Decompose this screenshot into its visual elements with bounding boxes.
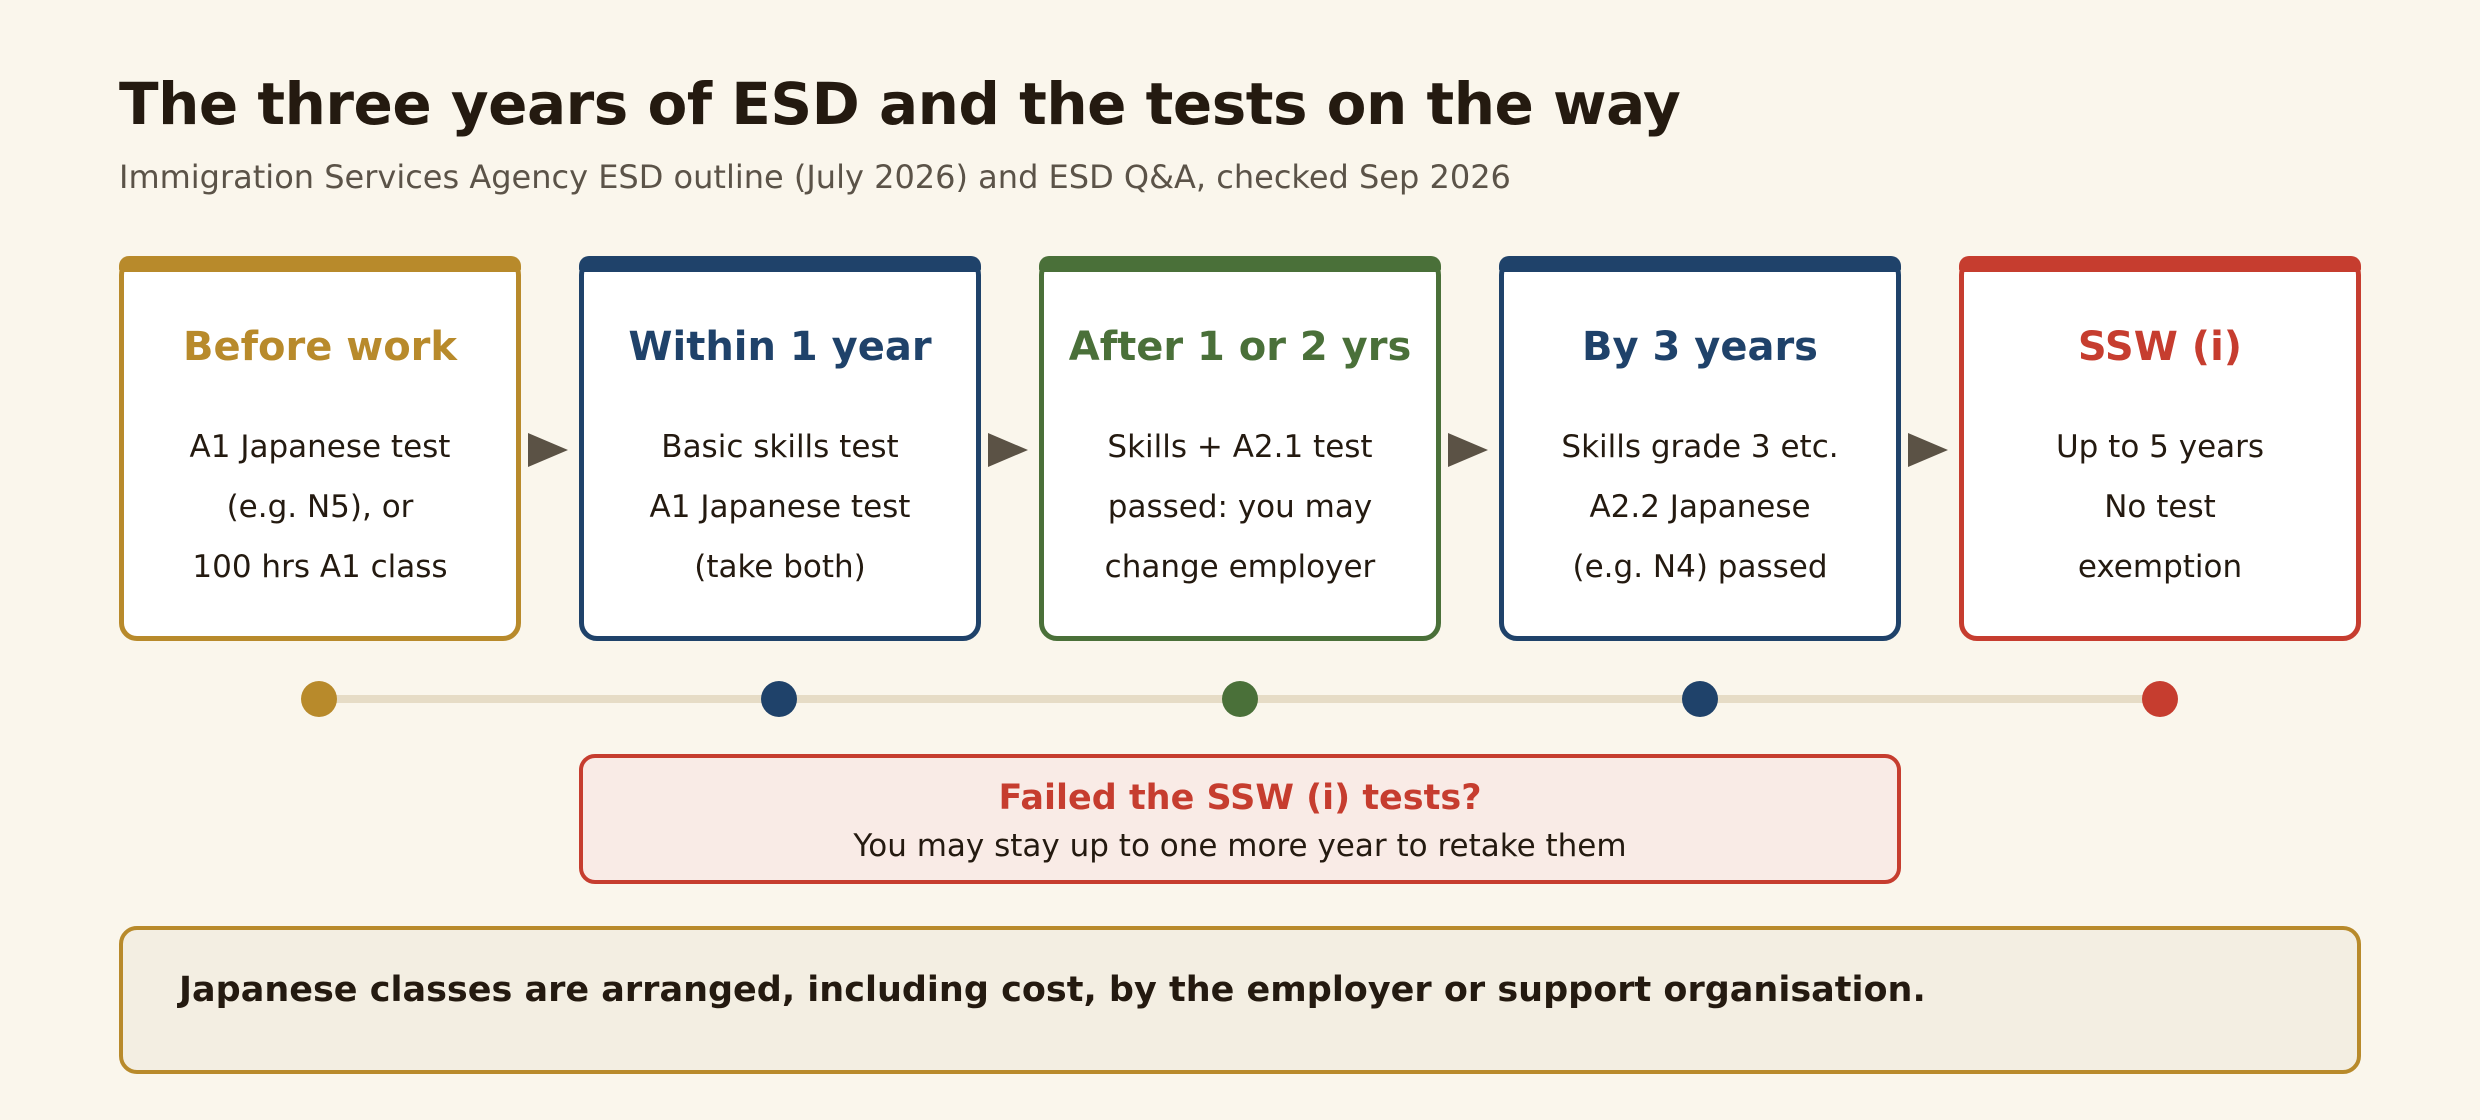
card-top-bar [119,256,521,272]
stage-requirements: Skills + A2.1 test passed: you may chang… [1044,417,1436,597]
card-top-bar [579,256,981,272]
arrow-right-icon [988,433,1028,467]
callout-body: You may stay up to one more year to reta… [853,828,1627,864]
arrow-right-icon [1908,433,1948,467]
stage-line: A1 Japanese test [189,429,451,465]
stage-title: After 1 or 2 yrs [1068,324,1412,370]
timeline-dot [2142,681,2178,717]
failed-tests-callout: Failed the SSW (i) tests? You may stay u… [579,754,1901,884]
arrow-right-icon [1448,433,1488,467]
stage-line: passed: you may [1107,489,1373,525]
stage-requirements: Basic skills test A1 Japanese test (take… [584,417,976,597]
stage-line: (e.g. N5), or [226,489,414,525]
stage-title: SSW (i) [2077,324,2243,370]
timeline-dot [1682,681,1718,717]
stage-title: Before work [182,324,458,370]
stage-title: Within 1 year [628,324,932,370]
stage-line: A1 Japanese test [649,489,911,525]
stage-line: Basic skills test [661,429,899,465]
stage-line: (e.g. N4) passed [1572,549,1828,585]
stage-title: By 3 years [1582,324,1818,370]
stage-line: Skills grade 3 etc. [1561,429,1839,465]
stage-card-by-3-years: By 3 years Skills grade 3 etc. A2.2 Japa… [1499,256,1901,641]
stage-line: A2.2 Japanese [1589,489,1811,525]
timeline-dot [1222,681,1258,717]
stage-requirements: Skills grade 3 etc. A2.2 Japanese (e.g. … [1504,417,1896,597]
timeline-dot [301,681,337,717]
page-title: The three years of ESD and the tests on … [119,70,1681,138]
card-top-bar [1959,256,2361,272]
stage-line: (take both) [694,549,866,585]
stage-requirements: A1 Japanese test (e.g. N5), or 100 hrs A… [124,417,516,597]
classes-note: Japanese classes are arranged, including… [119,926,2361,1074]
note-text: Japanese classes are arranged, including… [179,970,1926,1010]
stage-card-within-1-year: Within 1 year Basic skills test A1 Japan… [579,256,981,641]
stage-line: 100 hrs A1 class [192,549,448,585]
stage-line: No test [2104,489,2216,525]
timeline-dot [761,681,797,717]
stage-line: change employer [1104,549,1376,585]
card-top-bar [1499,256,1901,272]
stage-card-before-work: Before work A1 Japanese test (e.g. N5), … [119,256,521,641]
stage-line: Up to 5 years [2055,429,2265,465]
stage-card-ssw-i: SSW (i) Up to 5 years No test exemption [1959,256,2361,641]
callout-title: Failed the SSW (i) tests? [998,778,1482,818]
card-top-bar [1039,256,1441,272]
stage-card-after-1-or-2-yrs: After 1 or 2 yrs Skills + A2.1 test pass… [1039,256,1441,641]
arrow-right-icon [528,433,568,467]
stage-requirements: Up to 5 years No test exemption [1964,417,2356,597]
stage-line: Skills + A2.1 test [1107,429,1373,465]
page-subtitle: Immigration Services Agency ESD outline … [119,158,1511,196]
stage-line: exemption [2077,549,2243,585]
